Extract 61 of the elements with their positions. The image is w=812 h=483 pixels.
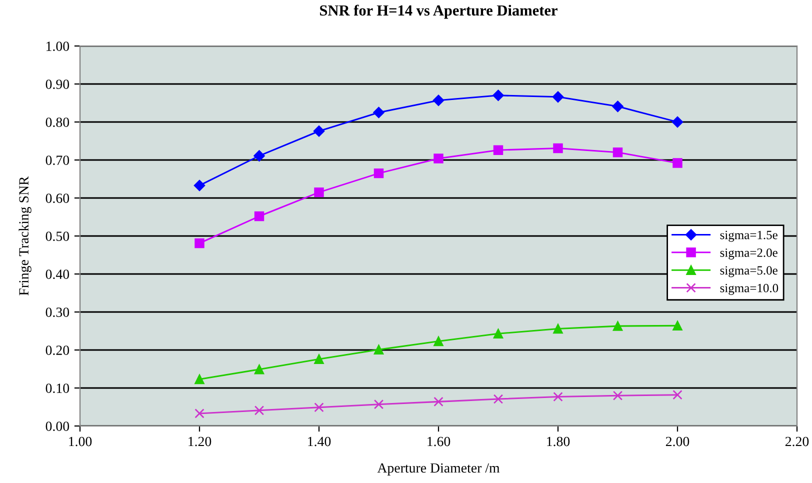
point (553, 392, 563, 402)
y-tick-label: 0.60 (46, 194, 70, 204)
y-tick-label: 0.20 (46, 346, 70, 356)
point (552, 91, 564, 103)
y-tick-label: 0.40 (46, 270, 70, 280)
x-tick-label: 1.40 (308, 436, 331, 446)
point (672, 158, 682, 168)
point (254, 406, 264, 416)
y-tick-label: 1.00 (46, 42, 70, 52)
point (194, 408, 204, 418)
point (254, 364, 264, 374)
point (194, 374, 204, 384)
legend-label: sigma=5.0e (720, 266, 778, 278)
y-tick-label: 0.80 (46, 118, 70, 128)
x-tick-label: 1.80 (547, 436, 570, 446)
point (493, 145, 504, 155)
x-tick-label: 1.20 (188, 436, 212, 446)
point (373, 106, 384, 118)
point (672, 320, 682, 331)
x-tick-label: 1.60 (428, 436, 450, 446)
legend-label: sigma=1.5e (720, 230, 778, 242)
point (553, 324, 563, 334)
point (612, 100, 624, 112)
point (493, 328, 504, 339)
legend-label: sigma=10.0 (720, 284, 778, 295)
point (492, 90, 504, 102)
y-axis-title: Fringe Tracking SNR (18, 176, 32, 296)
x-tick-label: 2.20 (785, 436, 809, 446)
point (254, 150, 265, 162)
y-tick-label: 0.50 (46, 232, 70, 242)
point (254, 211, 264, 222)
point (313, 126, 325, 137)
point (672, 390, 682, 400)
point (434, 154, 444, 164)
point (612, 321, 623, 331)
y-tick-label: 0.90 (46, 80, 70, 90)
point (553, 143, 563, 154)
point (194, 238, 204, 248)
chart-title: SNR for H=14 vs Aperture Diameter (320, 4, 558, 19)
y-tick-label: 0.10 (46, 384, 70, 394)
point (612, 390, 623, 400)
point (374, 399, 384, 410)
point (493, 394, 504, 404)
point (672, 116, 684, 128)
point (434, 396, 444, 407)
y-tick-label: 0.00 (46, 422, 70, 432)
point (374, 168, 384, 178)
x-tick-label: 1.00 (69, 436, 92, 446)
point (432, 94, 444, 106)
point (314, 187, 324, 198)
point (194, 180, 206, 192)
legend-label: sigma=2.0e (720, 248, 778, 260)
point (314, 402, 324, 412)
point (314, 354, 324, 364)
point (374, 344, 384, 354)
point (434, 336, 444, 346)
y-tick-label: 0.30 (46, 308, 70, 318)
x-axis-title: Aperture Diameter /m (377, 463, 500, 476)
y-tick-label: 0.70 (46, 156, 70, 166)
point (612, 148, 623, 158)
x-tick-label: 2.00 (666, 436, 690, 446)
